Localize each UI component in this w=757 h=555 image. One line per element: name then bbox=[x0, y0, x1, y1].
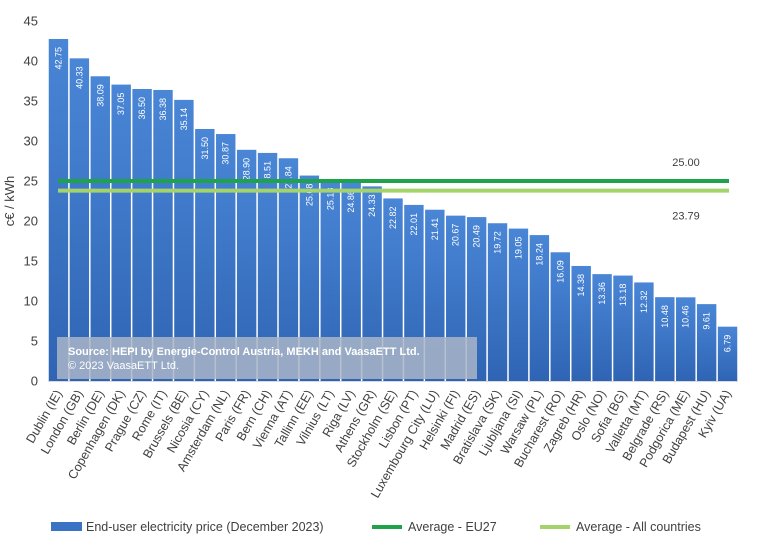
bar bbox=[404, 204, 424, 381]
copyright-text: © 2023 VaasaETT Ltd. bbox=[68, 360, 179, 372]
data-label: 36.50 bbox=[137, 97, 147, 120]
bar bbox=[257, 152, 278, 381]
data-label: 31.50 bbox=[200, 137, 210, 160]
data-label: 42.75 bbox=[53, 47, 63, 70]
legend-label: Average - All countries bbox=[576, 520, 701, 534]
bar bbox=[320, 179, 340, 381]
bar bbox=[341, 182, 361, 381]
source-box-background bbox=[57, 337, 477, 379]
bar bbox=[216, 134, 236, 381]
reference-line-label: 25.00 bbox=[672, 157, 700, 169]
y-tick-label: 0 bbox=[31, 374, 38, 389]
data-label: 10.48 bbox=[660, 305, 670, 328]
data-label: 36.38 bbox=[158, 98, 168, 121]
y-tick-label: 45 bbox=[24, 14, 38, 29]
data-label: 14.38 bbox=[576, 274, 586, 297]
y-tick-label: 5 bbox=[31, 334, 38, 349]
legend: End-user electricity price (December 202… bbox=[51, 520, 701, 534]
bar bbox=[69, 58, 90, 382]
bar bbox=[153, 89, 173, 382]
data-label: 13.18 bbox=[618, 284, 628, 307]
data-label: 30.87 bbox=[221, 142, 231, 165]
y-tick-label: 30 bbox=[24, 134, 38, 149]
data-label: 28.90 bbox=[242, 158, 252, 181]
bar bbox=[111, 84, 131, 381]
bar bbox=[299, 175, 320, 381]
reference-lines: 25.00 23.79 bbox=[58, 157, 729, 223]
data-label: 21.41 bbox=[430, 218, 440, 241]
reference-line-label: 23.79 bbox=[672, 211, 700, 223]
y-tick-label: 40 bbox=[24, 54, 38, 69]
data-label: 16.09 bbox=[555, 260, 565, 283]
legend-swatch-bar bbox=[51, 522, 82, 531]
data-label: 24.33 bbox=[367, 194, 377, 217]
bar bbox=[655, 297, 675, 381]
y-tick-label: 10 bbox=[24, 294, 38, 309]
bar bbox=[696, 304, 717, 381]
bar bbox=[634, 282, 654, 381]
data-label: 27.84 bbox=[283, 166, 293, 189]
y-axis: 0 5 10 15 20 25 30 35 40 45 bbox=[24, 14, 38, 389]
data-label: 37.05 bbox=[116, 93, 126, 116]
x-axis-labels: Dublin (IE)London (GB)Berlin (DE)Copenha… bbox=[23, 388, 734, 501]
data-label: 22.82 bbox=[388, 206, 398, 229]
data-label: 19.05 bbox=[513, 237, 523, 260]
data-label: 38.09 bbox=[95, 84, 105, 107]
bar bbox=[550, 252, 570, 381]
data-label: 24.86 bbox=[346, 190, 356, 213]
data-label: 25.68 bbox=[304, 184, 314, 207]
data-label: 35.14 bbox=[179, 108, 189, 131]
data-label: 13.36 bbox=[597, 282, 607, 305]
bar bbox=[529, 235, 550, 381]
bar bbox=[613, 275, 633, 381]
bars: 42.75 40.33 38.09 37.05 36.50 36.38 35.14 31.50… bbox=[48, 39, 738, 382]
data-label: 25.18 bbox=[325, 188, 335, 211]
data-label: 9.61 bbox=[702, 312, 712, 330]
bar bbox=[48, 39, 69, 381]
data-label: 12.32 bbox=[639, 290, 649, 313]
source-box: Source: HEPI by Energie-Control Austria,… bbox=[57, 337, 477, 379]
data-label: 19.72 bbox=[493, 231, 503, 254]
data-label: 40.33 bbox=[74, 66, 84, 89]
y-tick-label: 35 bbox=[24, 94, 38, 109]
legend-label: End-user electricity price (December 202… bbox=[86, 520, 324, 534]
y-tick-label: 25 bbox=[24, 174, 38, 189]
bar bbox=[487, 223, 508, 381]
bar bbox=[90, 76, 110, 381]
bar bbox=[132, 89, 152, 381]
bar bbox=[508, 228, 529, 381]
legend-label: Average - EU27 bbox=[408, 520, 497, 534]
bar bbox=[717, 326, 738, 381]
y-tick-label: 15 bbox=[24, 254, 38, 269]
data-label: 20.49 bbox=[472, 225, 482, 248]
bar bbox=[236, 149, 257, 381]
data-label: 6.79 bbox=[723, 335, 733, 353]
bar bbox=[383, 198, 403, 381]
data-label: 22.01 bbox=[409, 213, 419, 236]
bar bbox=[174, 99, 194, 381]
y-tick-label: 20 bbox=[24, 214, 38, 229]
data-label: 10.46 bbox=[681, 305, 691, 328]
data-label: 20.67 bbox=[451, 224, 461, 247]
data-label: 18.24 bbox=[534, 243, 544, 266]
bar bbox=[278, 158, 299, 381]
source-text: Source: HEPI by Energie-Control Austria,… bbox=[68, 346, 420, 358]
bar bbox=[571, 265, 591, 381]
bar bbox=[592, 274, 612, 381]
y-axis-label: c€ / kWh bbox=[2, 176, 17, 227]
data-label: 28.51 bbox=[263, 161, 273, 184]
bar bbox=[676, 297, 696, 381]
bar bbox=[362, 186, 382, 381]
